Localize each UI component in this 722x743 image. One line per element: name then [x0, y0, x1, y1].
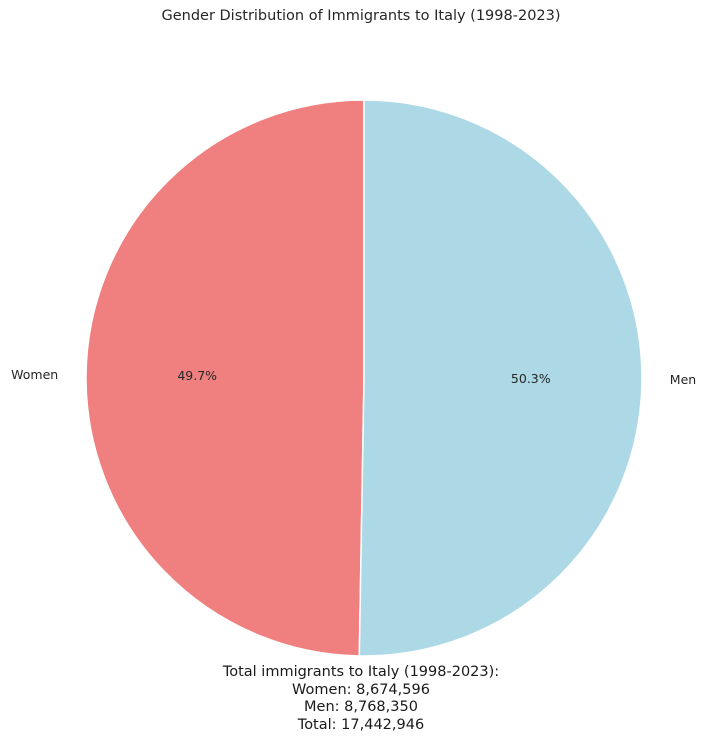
slice-label-women: Women: [11, 367, 58, 382]
summary-heading: Total immigrants to Italy (1998-2023):: [222, 664, 500, 680]
pie-slice-women: [85, 99, 365, 657]
summary-men: Men: 8,768,350: [304, 699, 418, 715]
slice-pct-women: 49.7%: [177, 368, 217, 383]
summary-text: Total immigrants to Italy (1998-2023): W…: [0, 664, 722, 734]
slice-label-men: Men: [670, 372, 696, 387]
summary-women: Women: 8,674,596: [292, 681, 430, 698]
pie-slice-men: [358, 99, 643, 657]
summary-total: Total: 17,442,946: [297, 716, 425, 733]
slice-pct-men: 50.3%: [511, 371, 551, 386]
chart-title: Gender Distribution of Immigrants to Ita…: [161, 8, 561, 24]
